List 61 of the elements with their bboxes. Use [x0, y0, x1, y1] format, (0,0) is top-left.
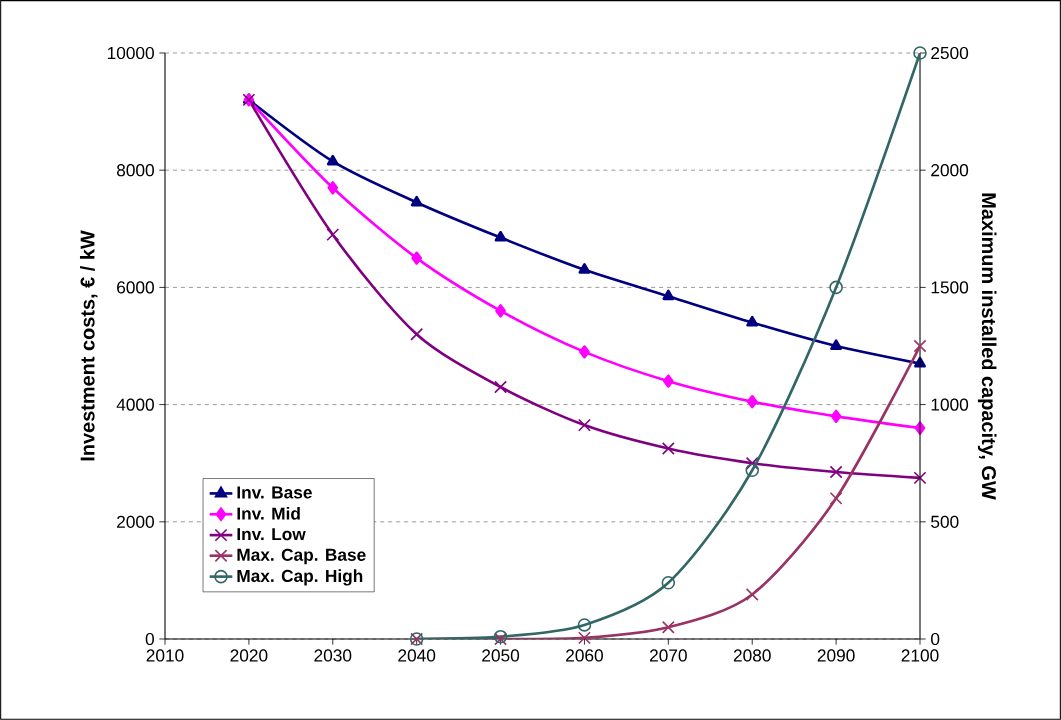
x-tick-label: 2090: [817, 649, 855, 662]
point: [327, 181, 339, 195]
point: [410, 327, 424, 341]
point: [746, 315, 759, 327]
y2-tick-label: 1500: [931, 281, 969, 294]
legend-label: Max. Cap. High: [237, 569, 363, 586]
x-tick-label: 2010: [146, 649, 184, 662]
x-tick-label: 2070: [650, 649, 687, 662]
y-tick-label: 10000: [107, 46, 154, 60]
point: [579, 345, 590, 359]
x-tick-label: 2080: [733, 649, 771, 662]
legend-label: Inv. Mid: [237, 507, 300, 520]
y2-tick-label: 1000: [931, 398, 969, 411]
point: [745, 456, 759, 470]
point: [662, 289, 675, 301]
point: [578, 263, 591, 274]
point: [663, 374, 674, 388]
point: [494, 230, 507, 242]
point: [830, 409, 842, 423]
point: [326, 154, 339, 166]
point: [829, 465, 843, 479]
y2-tick-label: 2000: [931, 164, 969, 177]
point: [746, 395, 758, 409]
point: [913, 46, 927, 60]
y2-axis-title: Maximum installed capacity, GW: [977, 193, 997, 500]
y2-tick-label: 2500: [931, 46, 969, 60]
point: [661, 442, 675, 455]
point: [326, 228, 340, 242]
y-tick-label: 8000: [116, 164, 154, 177]
x-tick-label: 2040: [398, 649, 436, 662]
point: [578, 631, 591, 645]
point: [661, 620, 675, 634]
point: [495, 304, 506, 318]
x-tick-label: 2030: [314, 649, 352, 662]
y-tick-label: 4000: [116, 398, 154, 411]
y-tick-label: 6000: [117, 281, 154, 294]
point: [577, 618, 592, 632]
y-axis-title: Investment costs, € / kW: [79, 230, 98, 461]
y-tick-label: 0: [145, 632, 154, 646]
y2-tick-label: 500: [931, 515, 959, 528]
x-tick-label: 2100: [901, 649, 939, 662]
point: [913, 339, 927, 353]
point: [411, 251, 422, 265]
point: [661, 575, 676, 590]
point: [913, 471, 927, 485]
legend-label: Inv. Base: [237, 486, 312, 499]
x-tick-label: 2050: [482, 649, 520, 662]
point: [829, 280, 843, 295]
point: [745, 588, 759, 601]
y-tick-label: 2000: [117, 515, 154, 528]
point: [578, 418, 591, 432]
point: [829, 491, 843, 505]
legend-label: Max. Cap. Base: [237, 548, 366, 565]
point: [494, 380, 507, 394]
y2-tick-label: 0: [931, 632, 940, 646]
point: [830, 339, 843, 350]
point: [745, 463, 759, 478]
legend-label: Inv. Low: [237, 528, 306, 541]
x-tick-label: 2020: [230, 649, 268, 662]
x-tick-label: 2060: [566, 649, 603, 662]
point: [410, 195, 423, 207]
